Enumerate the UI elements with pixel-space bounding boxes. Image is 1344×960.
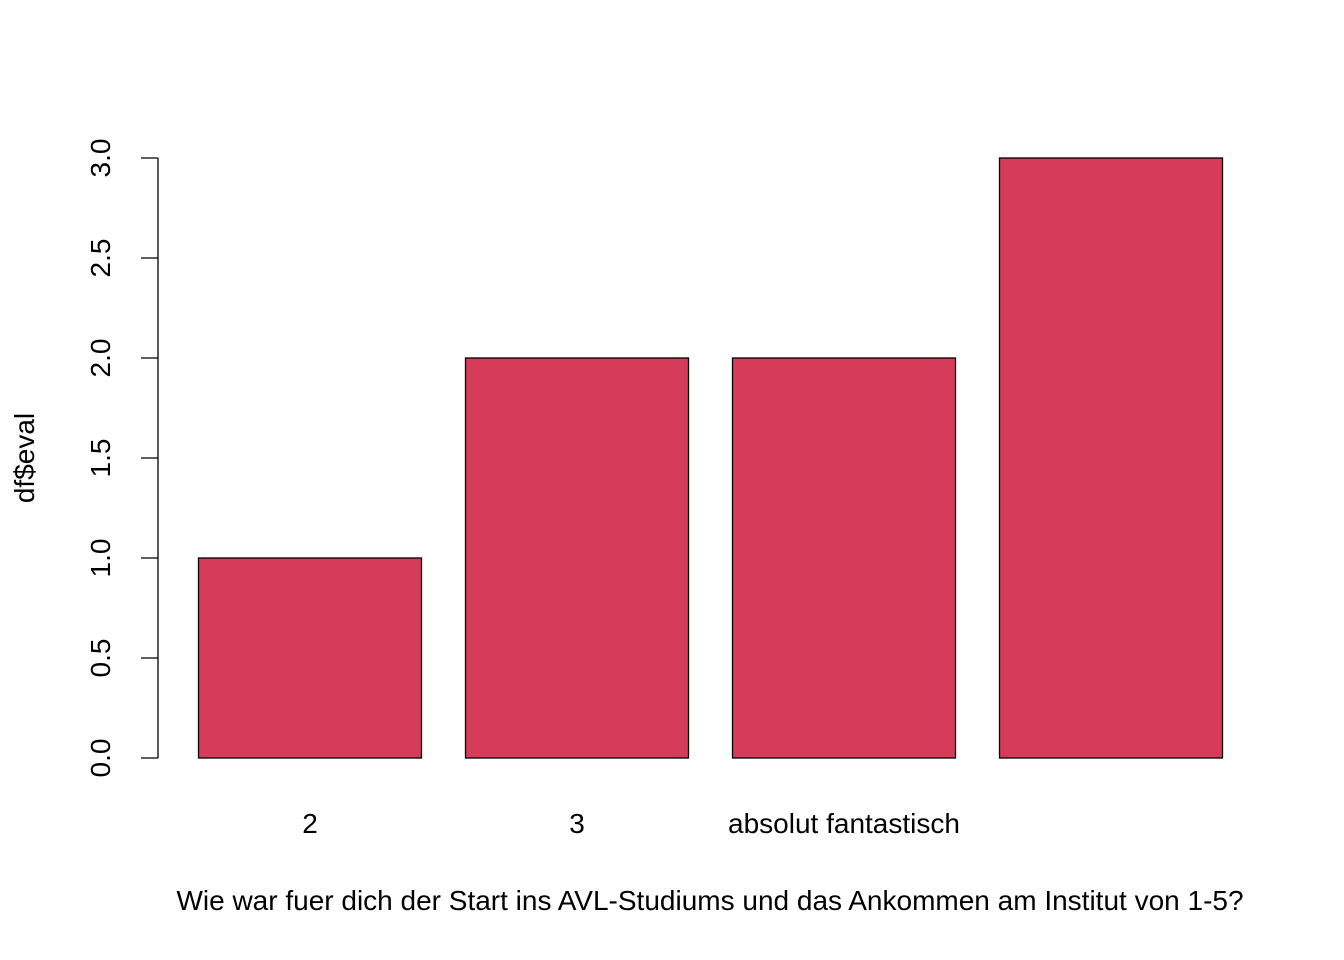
y-axis: 0.0 0.5 1.0 1.5 2.0 2.5 3.0 [85, 139, 159, 778]
bar [197, 557, 423, 759]
y-tick-label: 1.0 [85, 539, 116, 578]
x-axis-title: Wie war fuer dich der Start ins AVL-Stud… [176, 885, 1243, 916]
x-tick-labels: 2 3 absolut fantastisch [302, 808, 960, 839]
y-axis-title: df$eval [9, 413, 40, 503]
bars [197, 157, 1224, 759]
y-tick-label: 2.5 [85, 239, 116, 278]
x-tick-label: 3 [569, 808, 585, 839]
bar [731, 357, 957, 759]
y-tick-label: 1.5 [85, 439, 116, 478]
bar [464, 357, 690, 759]
x-tick-label: 2 [302, 808, 318, 839]
y-tick-label: 3.0 [85, 139, 116, 178]
bar [998, 157, 1224, 759]
y-tick-label: 0.0 [85, 739, 116, 778]
x-tick-label: absolut fantastisch [728, 808, 960, 839]
y-tick-label: 2.0 [85, 339, 116, 378]
y-tick-label: 0.5 [85, 639, 116, 678]
